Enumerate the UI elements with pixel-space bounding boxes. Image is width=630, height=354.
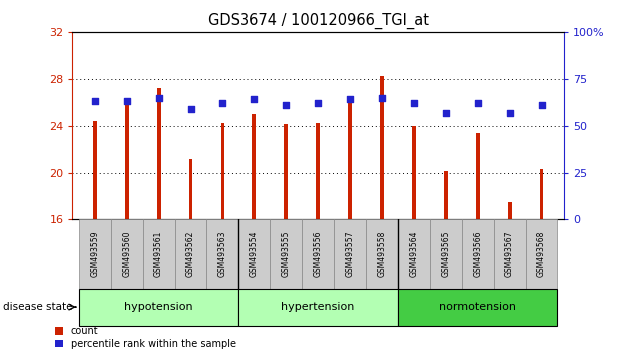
- Text: GSM493554: GSM493554: [250, 231, 259, 277]
- Point: [441, 110, 451, 115]
- Text: GSM493567: GSM493567: [505, 231, 514, 277]
- Bar: [93, 121, 96, 219]
- FancyBboxPatch shape: [238, 219, 270, 289]
- Text: GSM493566: GSM493566: [473, 231, 482, 277]
- Bar: [412, 126, 416, 219]
- Text: GSM493556: GSM493556: [314, 231, 323, 277]
- FancyBboxPatch shape: [142, 219, 175, 289]
- Point: [472, 100, 483, 106]
- Text: GSM493559: GSM493559: [90, 231, 100, 277]
- FancyBboxPatch shape: [398, 219, 430, 289]
- Point: [345, 97, 355, 102]
- Text: GSM493560: GSM493560: [122, 231, 131, 277]
- FancyBboxPatch shape: [238, 289, 398, 326]
- FancyBboxPatch shape: [175, 219, 207, 289]
- FancyBboxPatch shape: [302, 219, 334, 289]
- FancyBboxPatch shape: [79, 289, 238, 326]
- Text: GSM493563: GSM493563: [218, 231, 227, 277]
- FancyBboxPatch shape: [111, 219, 142, 289]
- Text: GSM493557: GSM493557: [346, 231, 355, 277]
- Point: [537, 102, 547, 108]
- FancyBboxPatch shape: [207, 219, 238, 289]
- FancyBboxPatch shape: [270, 219, 302, 289]
- Point: [217, 100, 227, 106]
- FancyBboxPatch shape: [334, 219, 366, 289]
- FancyBboxPatch shape: [525, 219, 558, 289]
- FancyBboxPatch shape: [494, 219, 525, 289]
- Point: [249, 97, 260, 102]
- FancyBboxPatch shape: [366, 219, 398, 289]
- FancyBboxPatch shape: [430, 219, 462, 289]
- Point: [122, 98, 132, 104]
- Bar: [125, 104, 129, 219]
- Text: GSM493558: GSM493558: [377, 231, 386, 277]
- Bar: [508, 202, 512, 219]
- Point: [409, 100, 419, 106]
- Text: GSM493564: GSM493564: [410, 231, 418, 277]
- Point: [313, 100, 323, 106]
- Text: GSM493568: GSM493568: [537, 231, 546, 277]
- FancyBboxPatch shape: [398, 289, 558, 326]
- Bar: [380, 76, 384, 219]
- Bar: [476, 133, 479, 219]
- Text: hypertension: hypertension: [282, 302, 355, 312]
- FancyBboxPatch shape: [79, 219, 111, 289]
- Bar: [284, 125, 288, 219]
- Point: [185, 106, 195, 112]
- Bar: [157, 88, 161, 219]
- Point: [154, 95, 164, 101]
- Bar: [220, 123, 224, 219]
- Text: disease state: disease state: [3, 302, 72, 312]
- Bar: [253, 114, 256, 219]
- Text: GSM493561: GSM493561: [154, 231, 163, 277]
- Point: [377, 95, 387, 101]
- Bar: [316, 123, 320, 219]
- FancyBboxPatch shape: [462, 219, 494, 289]
- Point: [505, 110, 515, 115]
- Text: GSM493565: GSM493565: [441, 231, 450, 277]
- Bar: [188, 159, 192, 219]
- Text: hypotension: hypotension: [124, 302, 193, 312]
- Text: GSM493562: GSM493562: [186, 231, 195, 277]
- Legend: count, percentile rank within the sample: count, percentile rank within the sample: [55, 326, 236, 349]
- Point: [89, 98, 100, 104]
- Text: normotension: normotension: [439, 302, 516, 312]
- Bar: [444, 171, 448, 219]
- Title: GDS3674 / 100120966_TGI_at: GDS3674 / 100120966_TGI_at: [208, 13, 428, 29]
- Point: [281, 102, 291, 108]
- Bar: [348, 98, 352, 219]
- Text: GSM493555: GSM493555: [282, 231, 290, 277]
- Bar: [540, 169, 544, 219]
